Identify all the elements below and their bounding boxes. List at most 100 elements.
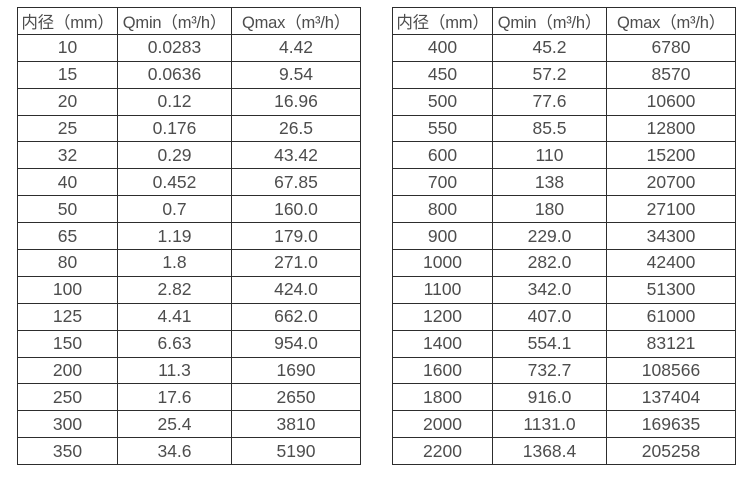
diameter-cell: 1400 bbox=[392, 329, 493, 358]
table-row: 80 1.8 271.0 bbox=[17, 249, 361, 277]
diameter-cell: 200 bbox=[17, 356, 118, 385]
qmax-cell: 954.0 bbox=[231, 329, 361, 358]
qmax-cell: 160.0 bbox=[231, 195, 361, 224]
qmax-cell: 205258 bbox=[606, 437, 736, 466]
qmin-cell: 407.0 bbox=[492, 302, 607, 331]
diameter-cell: 65 bbox=[17, 222, 118, 251]
qmin-cell: 0.0283 bbox=[117, 33, 232, 62]
diameter-cell: 900 bbox=[392, 222, 493, 251]
diameter-header: 内径（mm） bbox=[17, 7, 118, 35]
table-row: 15 0.0636 9.54 bbox=[17, 60, 361, 89]
qmax-cell: 5190 bbox=[231, 437, 361, 466]
qmax-cell: 169635 bbox=[606, 410, 736, 439]
diameter-cell: 600 bbox=[392, 141, 493, 170]
diameter-cell: 1000 bbox=[392, 249, 493, 277]
qmax-cell: 662.0 bbox=[231, 302, 361, 331]
qmax-cell: 34300 bbox=[606, 222, 736, 251]
diameter-cell: 450 bbox=[392, 60, 493, 89]
table-row: 800 180 27100 bbox=[392, 195, 736, 224]
table-row: 600 110 15200 bbox=[392, 141, 736, 170]
qmax-cell: 6780 bbox=[606, 33, 736, 62]
table-row: 1400 554.1 83121 bbox=[392, 329, 736, 358]
diameter-cell: 40 bbox=[17, 168, 118, 197]
diameter-cell: 1100 bbox=[392, 275, 493, 304]
table-row: 10 0.0283 4.42 bbox=[17, 33, 361, 62]
qmin-cell: 77.6 bbox=[492, 87, 607, 116]
qmin-header: Qmin（m³/h） bbox=[492, 7, 607, 35]
qmax-header: Qmax（m³/h） bbox=[606, 7, 736, 35]
qmax-cell: 2650 bbox=[231, 383, 361, 412]
qmax-cell: 12800 bbox=[606, 114, 736, 143]
table-row: 400 45.2 6780 bbox=[392, 33, 736, 62]
qmin-cell: 11.3 bbox=[117, 356, 232, 385]
table-row: 1000 282.0 42400 bbox=[392, 249, 736, 277]
qmin-cell: 57.2 bbox=[492, 60, 607, 89]
qmax-header: Qmax（m³/h） bbox=[231, 7, 361, 35]
qmax-cell: 43.42 bbox=[231, 141, 361, 170]
qmax-cell: 51300 bbox=[606, 275, 736, 304]
qmin-cell: 0.29 bbox=[117, 141, 232, 170]
diameter-cell: 700 bbox=[392, 168, 493, 197]
qmax-cell: 137404 bbox=[606, 383, 736, 412]
table-row: 25 0.176 26.5 bbox=[17, 114, 361, 143]
qmax-cell: 10600 bbox=[606, 87, 736, 116]
table-row: 125 4.41 662.0 bbox=[17, 302, 361, 331]
qmin-cell: 25.4 bbox=[117, 410, 232, 439]
diameter-cell: 15 bbox=[17, 60, 118, 89]
qmin-cell: 0.452 bbox=[117, 168, 232, 197]
diameter-cell: 150 bbox=[17, 329, 118, 358]
qmin-cell: 110 bbox=[492, 141, 607, 170]
qmax-cell: 108566 bbox=[606, 356, 736, 385]
table-row: 450 57.2 8570 bbox=[392, 60, 736, 89]
diameter-cell: 10 bbox=[17, 33, 118, 62]
table-row: 350 34.6 5190 bbox=[17, 437, 361, 466]
qmin-cell: 34.6 bbox=[117, 437, 232, 466]
diameter-cell: 500 bbox=[392, 87, 493, 116]
diameter-cell: 250 bbox=[17, 383, 118, 412]
diameter-cell: 32 bbox=[17, 141, 118, 170]
qmin-cell: 138 bbox=[492, 168, 607, 197]
table-row: 550 85.5 12800 bbox=[392, 114, 736, 143]
table-row: 32 0.29 43.42 bbox=[17, 141, 361, 170]
table-row: 1200 407.0 61000 bbox=[392, 302, 736, 331]
table-row: 1100 342.0 51300 bbox=[392, 275, 736, 304]
qmin-header: Qmin（m³/h） bbox=[117, 7, 232, 35]
qmax-cell: 9.54 bbox=[231, 60, 361, 89]
qmax-cell: 83121 bbox=[606, 329, 736, 358]
qmin-cell: 554.1 bbox=[492, 329, 607, 358]
diameter-cell: 25 bbox=[17, 114, 118, 143]
qmin-cell: 45.2 bbox=[492, 33, 607, 62]
qmin-cell: 1.8 bbox=[117, 249, 232, 277]
qmin-cell: 180 bbox=[492, 195, 607, 224]
table-row: 100 2.82 424.0 bbox=[17, 275, 361, 304]
diameter-cell: 50 bbox=[17, 195, 118, 224]
qmin-cell: 0.7 bbox=[117, 195, 232, 224]
qmax-cell: 16.96 bbox=[231, 87, 361, 116]
table-row: 500 77.6 10600 bbox=[392, 87, 736, 116]
header-row: 内径（mm） Qmin（m³/h） Qmax（m³/h） bbox=[392, 7, 736, 35]
qmin-cell: 6.63 bbox=[117, 329, 232, 358]
table-row: 20 0.12 16.96 bbox=[17, 87, 361, 116]
qmax-cell: 179.0 bbox=[231, 222, 361, 251]
qmin-cell: 282.0 bbox=[492, 249, 607, 277]
diameter-cell: 2200 bbox=[392, 437, 493, 466]
qmin-cell: 1.19 bbox=[117, 222, 232, 251]
qmin-cell: 0.176 bbox=[117, 114, 232, 143]
diameter-cell: 550 bbox=[392, 114, 493, 143]
table-row: 2000 1131.0 169635 bbox=[392, 410, 736, 439]
diameter-cell: 300 bbox=[17, 410, 118, 439]
table-row: 700 138 20700 bbox=[392, 168, 736, 197]
diameter-cell: 1600 bbox=[392, 356, 493, 385]
diameter-cell: 125 bbox=[17, 302, 118, 331]
table-row: 300 25.4 3810 bbox=[17, 410, 361, 439]
flow-rate-table-right: 内径（mm） Qmin（m³/h） Qmax（m³/h） 400 45.2 6780 450… bbox=[392, 7, 736, 466]
table-row: 1800 916.0 137404 bbox=[392, 383, 736, 412]
diameter-cell: 350 bbox=[17, 437, 118, 466]
qmax-cell: 4.42 bbox=[231, 33, 361, 62]
diameter-cell: 800 bbox=[392, 195, 493, 224]
table-row: 65 1.19 179.0 bbox=[17, 222, 361, 251]
diameter-cell: 1800 bbox=[392, 383, 493, 412]
qmin-cell: 4.41 bbox=[117, 302, 232, 331]
diameter-cell: 1200 bbox=[392, 302, 493, 331]
